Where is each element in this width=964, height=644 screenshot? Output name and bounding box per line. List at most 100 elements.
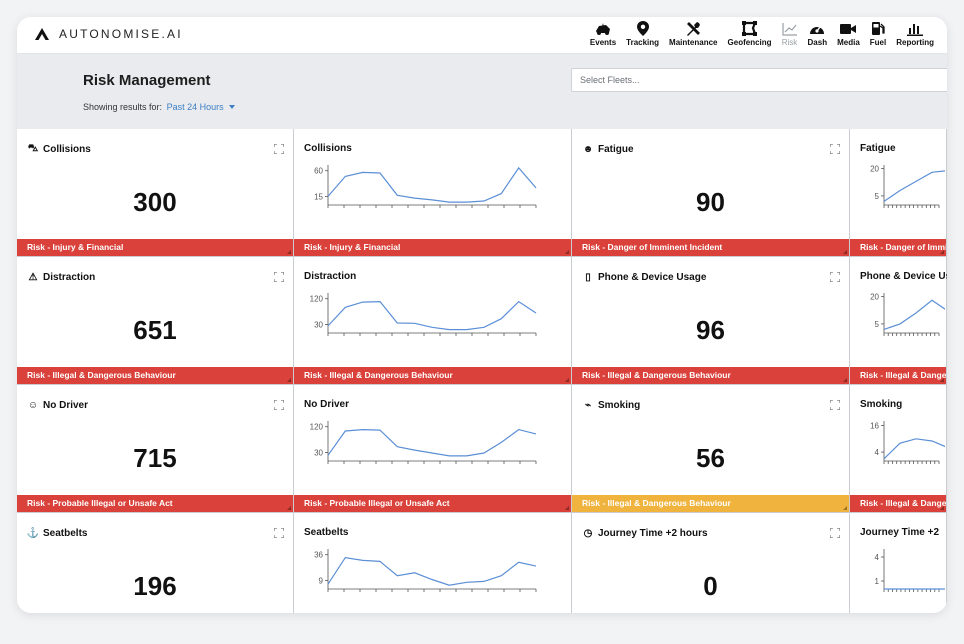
card-title: Phone & Device Usage [860, 271, 947, 282]
metric-card[interactable]: ⛍ Collisions 300 Risk - Injury & Financial [17, 129, 294, 257]
y-tick-label: 5 [875, 192, 880, 201]
risk-banner: Risk - Probable Illegal or Unsafe Act [17, 495, 293, 512]
showing-label: Showing results for: [83, 102, 163, 112]
expand-icon[interactable] [273, 269, 285, 283]
nav-label: Risk [781, 38, 798, 47]
metric-card[interactable]: ◷ Journey Time +2 hours 0 [572, 513, 850, 613]
trend-card[interactable]: Smoking 4 16 Risk - Illegal & Dangerous Beh… [850, 385, 947, 513]
trend-card[interactable]: Collisions 15 60 Risk - Injury & Financial [294, 129, 572, 257]
distraction-icon: ⚠ [28, 271, 38, 283]
smoking-icon: ⌁ [584, 399, 592, 411]
card-title-text: Fatigue [860, 143, 896, 154]
trend-card[interactable]: Distraction 30 120 Risk - Illegal & Dangero… [294, 257, 572, 385]
y-tick-label: 120 [310, 423, 324, 432]
trend-line [327, 166, 537, 203]
card-title: Seatbelts [304, 527, 348, 538]
risk-banner: Risk - Danger of Imminent Incident [850, 239, 946, 256]
resize-corner-icon [287, 250, 291, 254]
top-nav: AUTONOMISE.AI Events Tracking Maintenanc… [17, 17, 947, 54]
period-dropdown[interactable]: Past 24 Hours [167, 102, 235, 112]
y-tick-label: 20 [870, 165, 879, 174]
y-tick-label: 4 [875, 553, 880, 562]
nav-events[interactable]: Events [585, 20, 621, 50]
risk-banner: Risk - Illegal & Dangerous Behaviour [294, 367, 571, 384]
metric-value: 715 [133, 443, 177, 473]
nav-geofencing[interactable]: Geofencing [723, 20, 777, 50]
events-icon [596, 22, 611, 35]
autonomise-logo-icon [35, 28, 49, 40]
chart-line-icon [781, 22, 797, 36]
expand-icon[interactable] [829, 141, 841, 155]
stopwatch-icon: ◷ [583, 527, 593, 539]
nav-media[interactable]: Media [832, 20, 865, 50]
resize-corner-icon [843, 506, 847, 510]
risk-banner: Risk - Injury & Financial [17, 239, 293, 256]
metric-card[interactable]: ⚠ Distraction 651 Risk - Illegal & Dangerou… [17, 257, 294, 385]
nav-tracking[interactable]: Tracking [621, 20, 664, 50]
trend-line [883, 170, 945, 202]
trend-line [327, 300, 537, 331]
card-title-text: Smoking [598, 399, 641, 411]
card-title-text: Smoking [860, 399, 903, 410]
bar-chart-icon [907, 23, 924, 36]
y-tick-label: 36 [314, 551, 323, 560]
trend-chart: 30 120 [310, 421, 537, 464]
resize-corner-icon [843, 250, 847, 254]
trend-card[interactable]: No Driver 30 120 Risk - Probable Illegal or… [294, 385, 572, 513]
trend-chart: 30 120 [310, 293, 537, 336]
nav-maintenance[interactable]: Maintenance [664, 20, 722, 50]
metric-card[interactable]: ☻ Fatigue 90 Risk - Danger of Imminent Inci… [572, 129, 850, 257]
trend-chart: 4 16 [870, 421, 945, 464]
expand-icon[interactable] [273, 141, 285, 155]
card-title: ☺ No Driver [27, 399, 88, 411]
dashboard-gauge-icon [810, 26, 825, 34]
metric-value: 300 [133, 187, 177, 217]
card-title: Journey Time +2 [860, 527, 939, 538]
nav-label: Tracking [626, 38, 660, 47]
brand-logo[interactable]: AUTONOMISE.AI [34, 27, 183, 41]
nav-reporting[interactable]: Reporting [891, 20, 939, 50]
fleet-select-input[interactable]: Select Fleets... [571, 68, 947, 92]
card-title: ◷ Journey Time +2 hours [582, 527, 708, 539]
card-title-text: No Driver [304, 399, 350, 410]
metric-value: 96 [696, 315, 725, 345]
trend-card[interactable]: Journey Time +2 1 4 [850, 513, 947, 613]
card-title-text: Seatbelts [43, 527, 88, 539]
resize-corner-icon [565, 250, 569, 254]
trend-card[interactable]: Seatbelts 9 36 [294, 513, 572, 613]
trend-line [883, 438, 945, 460]
nav-items: Events Tracking Maintenance Geofencing R… [585, 20, 939, 50]
y-tick-label: 30 [314, 320, 323, 329]
metric-card[interactable]: ▯ Phone & Device Usage 96 Risk - Illegal & … [572, 257, 850, 385]
results-period: Showing results for: Past 24 Hours [83, 102, 235, 112]
metric-card[interactable]: ⌁ Smoking 56 Risk - Illegal & Dangerous Beh… [572, 385, 850, 513]
risk-label: Risk - Danger of Imminent Incident [582, 242, 723, 252]
expand-icon[interactable] [273, 525, 285, 539]
risk-label: Risk - Probable Illegal or Unsafe Act [304, 498, 450, 508]
card-title: Smoking [860, 399, 902, 410]
trend-card[interactable]: Fatigue 5 20 Risk - Danger of Imminent Inci… [850, 129, 947, 257]
card-title: ⚠ Distraction [27, 271, 96, 283]
card-title-text: Distraction [304, 271, 357, 282]
expand-icon[interactable] [273, 397, 285, 411]
nav-fuel[interactable]: Fuel [865, 20, 891, 50]
nav-label: Media [837, 38, 860, 47]
trend-card[interactable]: Phone & Device Usage 5 20 Risk - Illegal & … [850, 257, 947, 385]
y-tick-label: 15 [314, 192, 323, 201]
nav-risk[interactable]: Risk [777, 20, 803, 50]
y-tick-label: 60 [314, 167, 323, 176]
resize-corner-icon [940, 506, 944, 510]
metric-card[interactable]: ☺ No Driver 715 Risk - Probable Illegal or … [17, 385, 294, 513]
expand-icon[interactable] [829, 397, 841, 411]
geofence-icon [742, 21, 758, 36]
card-title-text: Seatbelts [304, 527, 349, 538]
metric-card[interactable]: ⚓ Seatbelts 196 [17, 513, 294, 613]
expand-icon[interactable] [829, 269, 841, 283]
card-title-text: Phone & Device Usage [598, 271, 707, 283]
resize-corner-icon [940, 378, 944, 382]
expand-icon[interactable] [829, 525, 841, 539]
card-title: ⛍ Collisions [27, 143, 91, 155]
nav-label: Fuel [869, 38, 887, 47]
fuel-pump-icon [871, 22, 885, 35]
nav-dash[interactable]: Dash [803, 20, 833, 50]
